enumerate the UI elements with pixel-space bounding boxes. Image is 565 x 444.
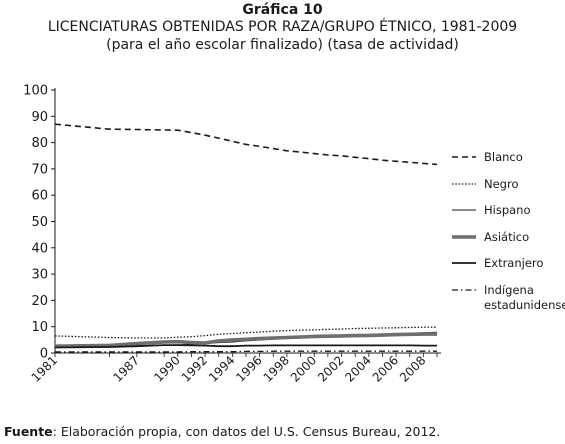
y-tick-label: 80 — [31, 136, 48, 151]
y-tick-label: 70 — [31, 162, 48, 177]
x-tick-label: 2000 — [288, 353, 319, 384]
y-tick-label: 0 — [40, 347, 48, 362]
legend-label: Asiático — [484, 230, 529, 244]
y-tick-label: 20 — [31, 294, 48, 309]
x-tick-label: 1996 — [233, 353, 264, 384]
x-tick-label: 1990 — [151, 353, 182, 384]
x-tick-label: 1998 — [261, 353, 292, 384]
x-tick-label: 1994 — [206, 353, 237, 384]
x-tick-label: 1981 — [29, 353, 60, 384]
y-tick-label: 40 — [31, 241, 48, 256]
series-line-blanco — [54, 123, 438, 166]
legend-label: Blanco — [484, 150, 523, 164]
x-tick-label: 2002 — [315, 353, 346, 384]
legend-label: Hispano — [484, 203, 531, 217]
x-tick-label: 2006 — [370, 353, 401, 384]
series-line-asiatico — [54, 332, 437, 348]
source-label: Fuente — [4, 424, 53, 439]
x-tick-label: 1987 — [110, 353, 141, 384]
chart-kicker: Gráfica 10 — [242, 2, 323, 18]
y-tick-label: 10 — [31, 320, 48, 335]
y-tick-label: 90 — [31, 110, 48, 125]
x-tick-label: 2004 — [342, 353, 373, 384]
y-tick-label: 60 — [31, 189, 48, 204]
series-line-indigena — [55, 350, 437, 353]
x-tick-label: 1992 — [179, 353, 210, 384]
source-note: Fuente: Elaboración propia, con datos de… — [4, 424, 440, 439]
legend-label: Extranjero — [484, 256, 543, 270]
legend-label: Indígena — [484, 283, 534, 297]
y-tick-label: 30 — [31, 268, 48, 283]
series-line-negro — [54, 326, 437, 339]
chart-subtitle: (para el año escolar finalizado) (tasa d… — [106, 37, 459, 53]
chart-title: LICENCIATURAS OBTENIDAS POR RAZA/GRUPO É… — [47, 19, 518, 35]
source-text: : Elaboración propia, con datos del U.S.… — [52, 424, 441, 439]
legend-label: estadunidense — [484, 298, 565, 312]
x-tick-label: 2008 — [397, 353, 428, 384]
y-tick-label: 50 — [31, 215, 48, 230]
legend-label: Negro — [484, 177, 519, 191]
series-line-extranjero — [54, 344, 437, 349]
y-tick-label: 100 — [23, 84, 48, 99]
